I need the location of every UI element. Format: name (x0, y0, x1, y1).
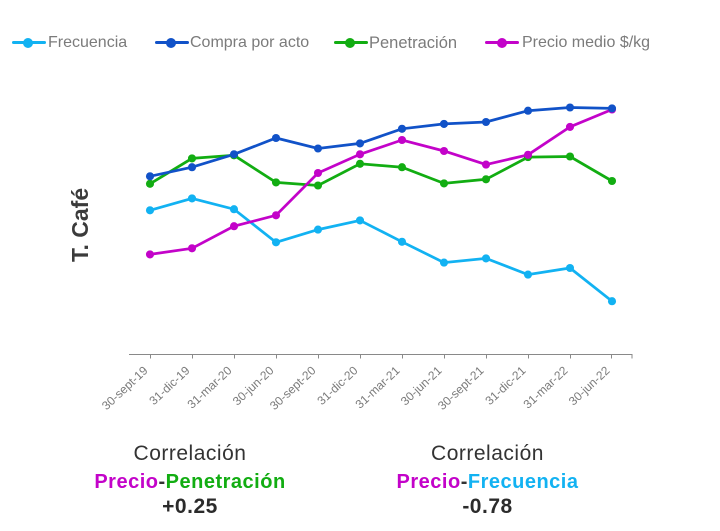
svg-text:30-sept-20: 30-sept-20 (267, 363, 319, 413)
svg-text:30-sept-21: 30-sept-21 (435, 363, 487, 413)
svg-text:31-mar-21: 31-mar-21 (353, 363, 403, 411)
svg-text:30-sept-19: 30-sept-19 (99, 363, 151, 413)
svg-text:31-mar-20: 31-mar-20 (185, 363, 235, 411)
svg-text:31-mar-22: 31-mar-22 (521, 363, 571, 411)
svg-text:30-jun-22: 30-jun-22 (566, 363, 613, 408)
